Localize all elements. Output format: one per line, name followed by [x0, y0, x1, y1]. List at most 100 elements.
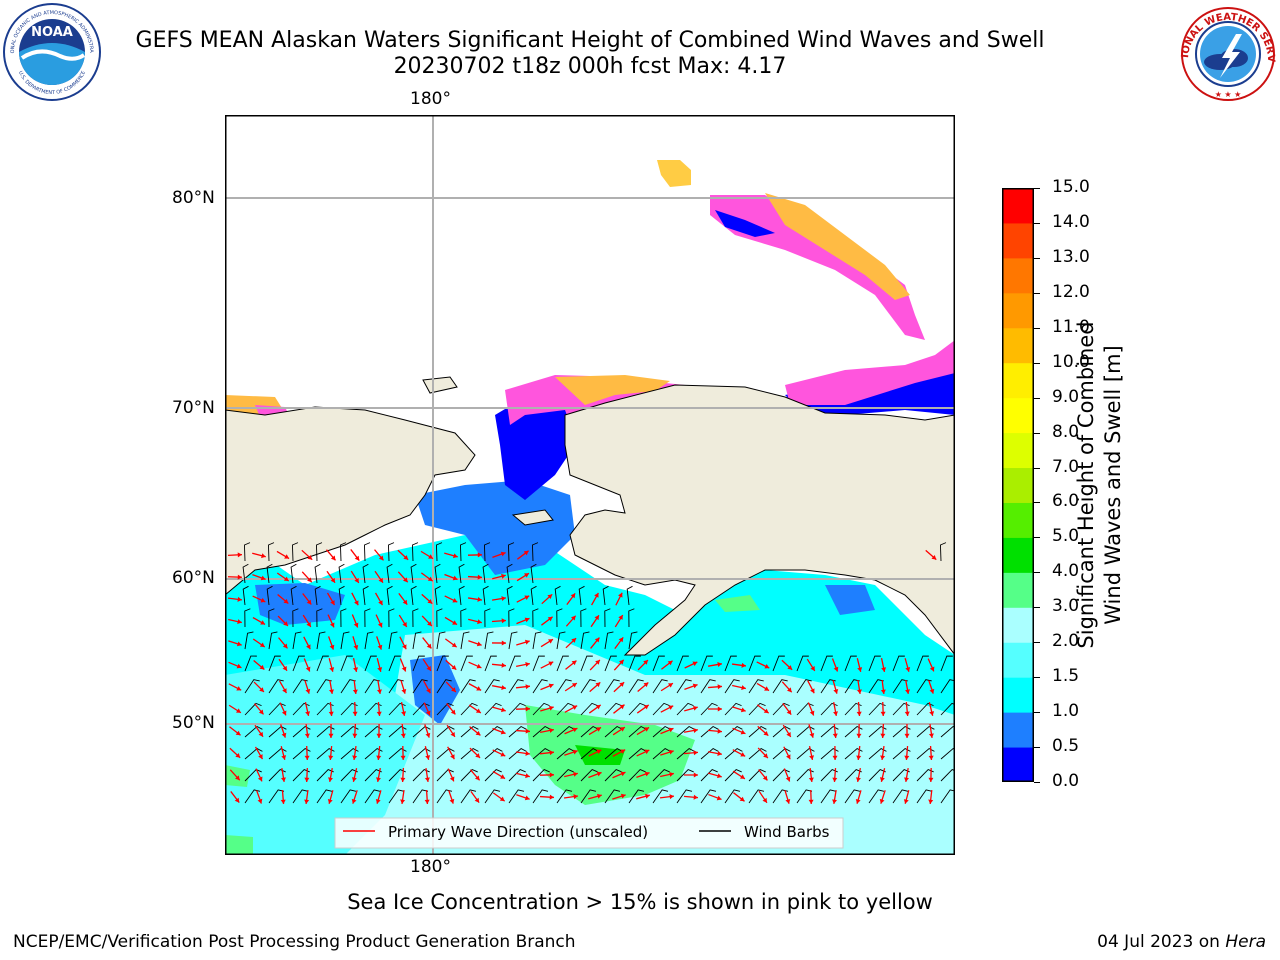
wind-barb: [436, 631, 446, 650]
wind-barb: [676, 655, 689, 672]
wave-arrow-head: [449, 798, 455, 804]
wave-arrow-head: [378, 555, 384, 561]
wave-arrow-head: [548, 661, 554, 666]
wave-arrow-head: [304, 755, 310, 760]
wind-barb: [844, 789, 861, 804]
wave-arrow-head: [548, 639, 553, 644]
wind-barb: [628, 631, 638, 650]
wind-barb: [460, 655, 473, 672]
wave-arrow-head: [476, 663, 482, 669]
wave-arrow-head: [717, 662, 722, 667]
wave-arrow-head: [810, 666, 815, 671]
colorbar-tick-mark: [1034, 642, 1040, 644]
wave-arrow-head: [620, 793, 626, 799]
wave-arrow-head: [572, 705, 578, 710]
wave-arrow-head: [880, 711, 886, 716]
wave-arrow-head: [832, 755, 838, 760]
wind-barb: [556, 631, 566, 650]
wave-arrow-head: [692, 683, 698, 689]
wave-arrow-head: [306, 622, 311, 627]
wind-barb: [338, 585, 345, 606]
wind-barb: [604, 769, 622, 782]
colorbar-segment: [1002, 677, 1034, 713]
wave-arrow-head: [474, 797, 480, 803]
wind-barb: [628, 748, 647, 760]
wind-barb: [267, 542, 275, 562]
wind-barb: [292, 679, 308, 694]
wave-arrow-head: [328, 777, 333, 782]
wind-barb: [388, 725, 407, 738]
colorbar-segment: [1002, 327, 1034, 364]
colorbar-tick-label: 4.0: [1052, 561, 1080, 582]
wind-barb: [844, 725, 863, 738]
wind-barb: [484, 655, 497, 672]
wave-arrow-head: [931, 554, 937, 560]
wave-arrow-head: [477, 596, 482, 602]
wave-arrow-head: [856, 711, 862, 716]
wave-arrow-head: [523, 550, 529, 556]
wave-arrow-head: [427, 576, 433, 582]
wave-arrow-head: [620, 771, 626, 777]
wave-arrow-head: [525, 684, 530, 690]
wave-arrow-head: [236, 686, 242, 691]
wave-arrow-head: [328, 711, 334, 716]
wind-barb: [532, 631, 542, 650]
wind-barb: [700, 655, 713, 672]
wind-barb: [412, 769, 430, 782]
wave-arrow-head: [548, 705, 554, 711]
wave-arrow-head: [281, 710, 287, 716]
wind-barb: [388, 748, 407, 760]
wind-barb: [340, 702, 358, 716]
wind-barb: [484, 631, 494, 650]
wind-barb: [315, 542, 323, 562]
wave-arrow-head: [501, 662, 506, 668]
wave-arrow-head: [237, 552, 242, 558]
wave-arrow-head: [451, 642, 457, 648]
wave-arrow-head: [717, 684, 722, 690]
wave-arrow-head: [284, 554, 290, 559]
wave-arrow-head: [594, 637, 600, 643]
wave-arrow-head: [401, 666, 407, 672]
wave-arrow-head: [596, 727, 602, 732]
wave-arrow-head: [377, 667, 383, 672]
wind-barb: [796, 748, 815, 760]
colorbar-segment: [1002, 467, 1034, 503]
wave-arrow-head: [376, 755, 382, 760]
wave-arrow-head: [741, 685, 746, 691]
colorbar-segment: [1002, 572, 1034, 608]
wind-barb: [436, 702, 454, 716]
wind-barb: [338, 563, 345, 584]
wave-arrow-head: [401, 688, 407, 694]
wave-arrow-head: [787, 687, 792, 693]
wave-arrow-head: [717, 728, 722, 734]
wind-barb: [700, 789, 717, 804]
wave-arrow-head: [378, 600, 383, 606]
wind-barb: [508, 655, 521, 672]
wind-barb: [748, 769, 766, 782]
wave-arrow-head: [739, 796, 745, 802]
wind-barb: [412, 608, 419, 628]
colorbar-tick-label: 2.0: [1052, 631, 1080, 652]
vector-field: [227, 542, 955, 805]
wind-barb: [316, 702, 334, 716]
wind-barb: [290, 585, 297, 606]
wind-barb: [602, 585, 609, 606]
wind-barb: [362, 585, 369, 606]
wave-arrow-head: [547, 616, 553, 622]
wave-arrow-head: [786, 709, 792, 715]
wind-barb: [387, 542, 395, 562]
wave-arrow-head: [928, 733, 934, 738]
wave-arrow-head: [549, 794, 554, 800]
low-wave-aleutian: [410, 655, 460, 725]
wave-arrow-head: [644, 749, 650, 755]
wave-arrow-head: [669, 794, 674, 800]
wind-barb: [314, 585, 321, 606]
wind-barb: [916, 679, 932, 694]
colorbar-tick-mark: [1034, 537, 1040, 539]
wind-barb: [508, 608, 515, 628]
wave-arrow-head: [548, 683, 554, 689]
wind-barb: [364, 789, 381, 804]
wave-arrow-head: [904, 711, 910, 716]
low-wave-bering: [415, 480, 575, 575]
wind-barb: [676, 702, 694, 716]
